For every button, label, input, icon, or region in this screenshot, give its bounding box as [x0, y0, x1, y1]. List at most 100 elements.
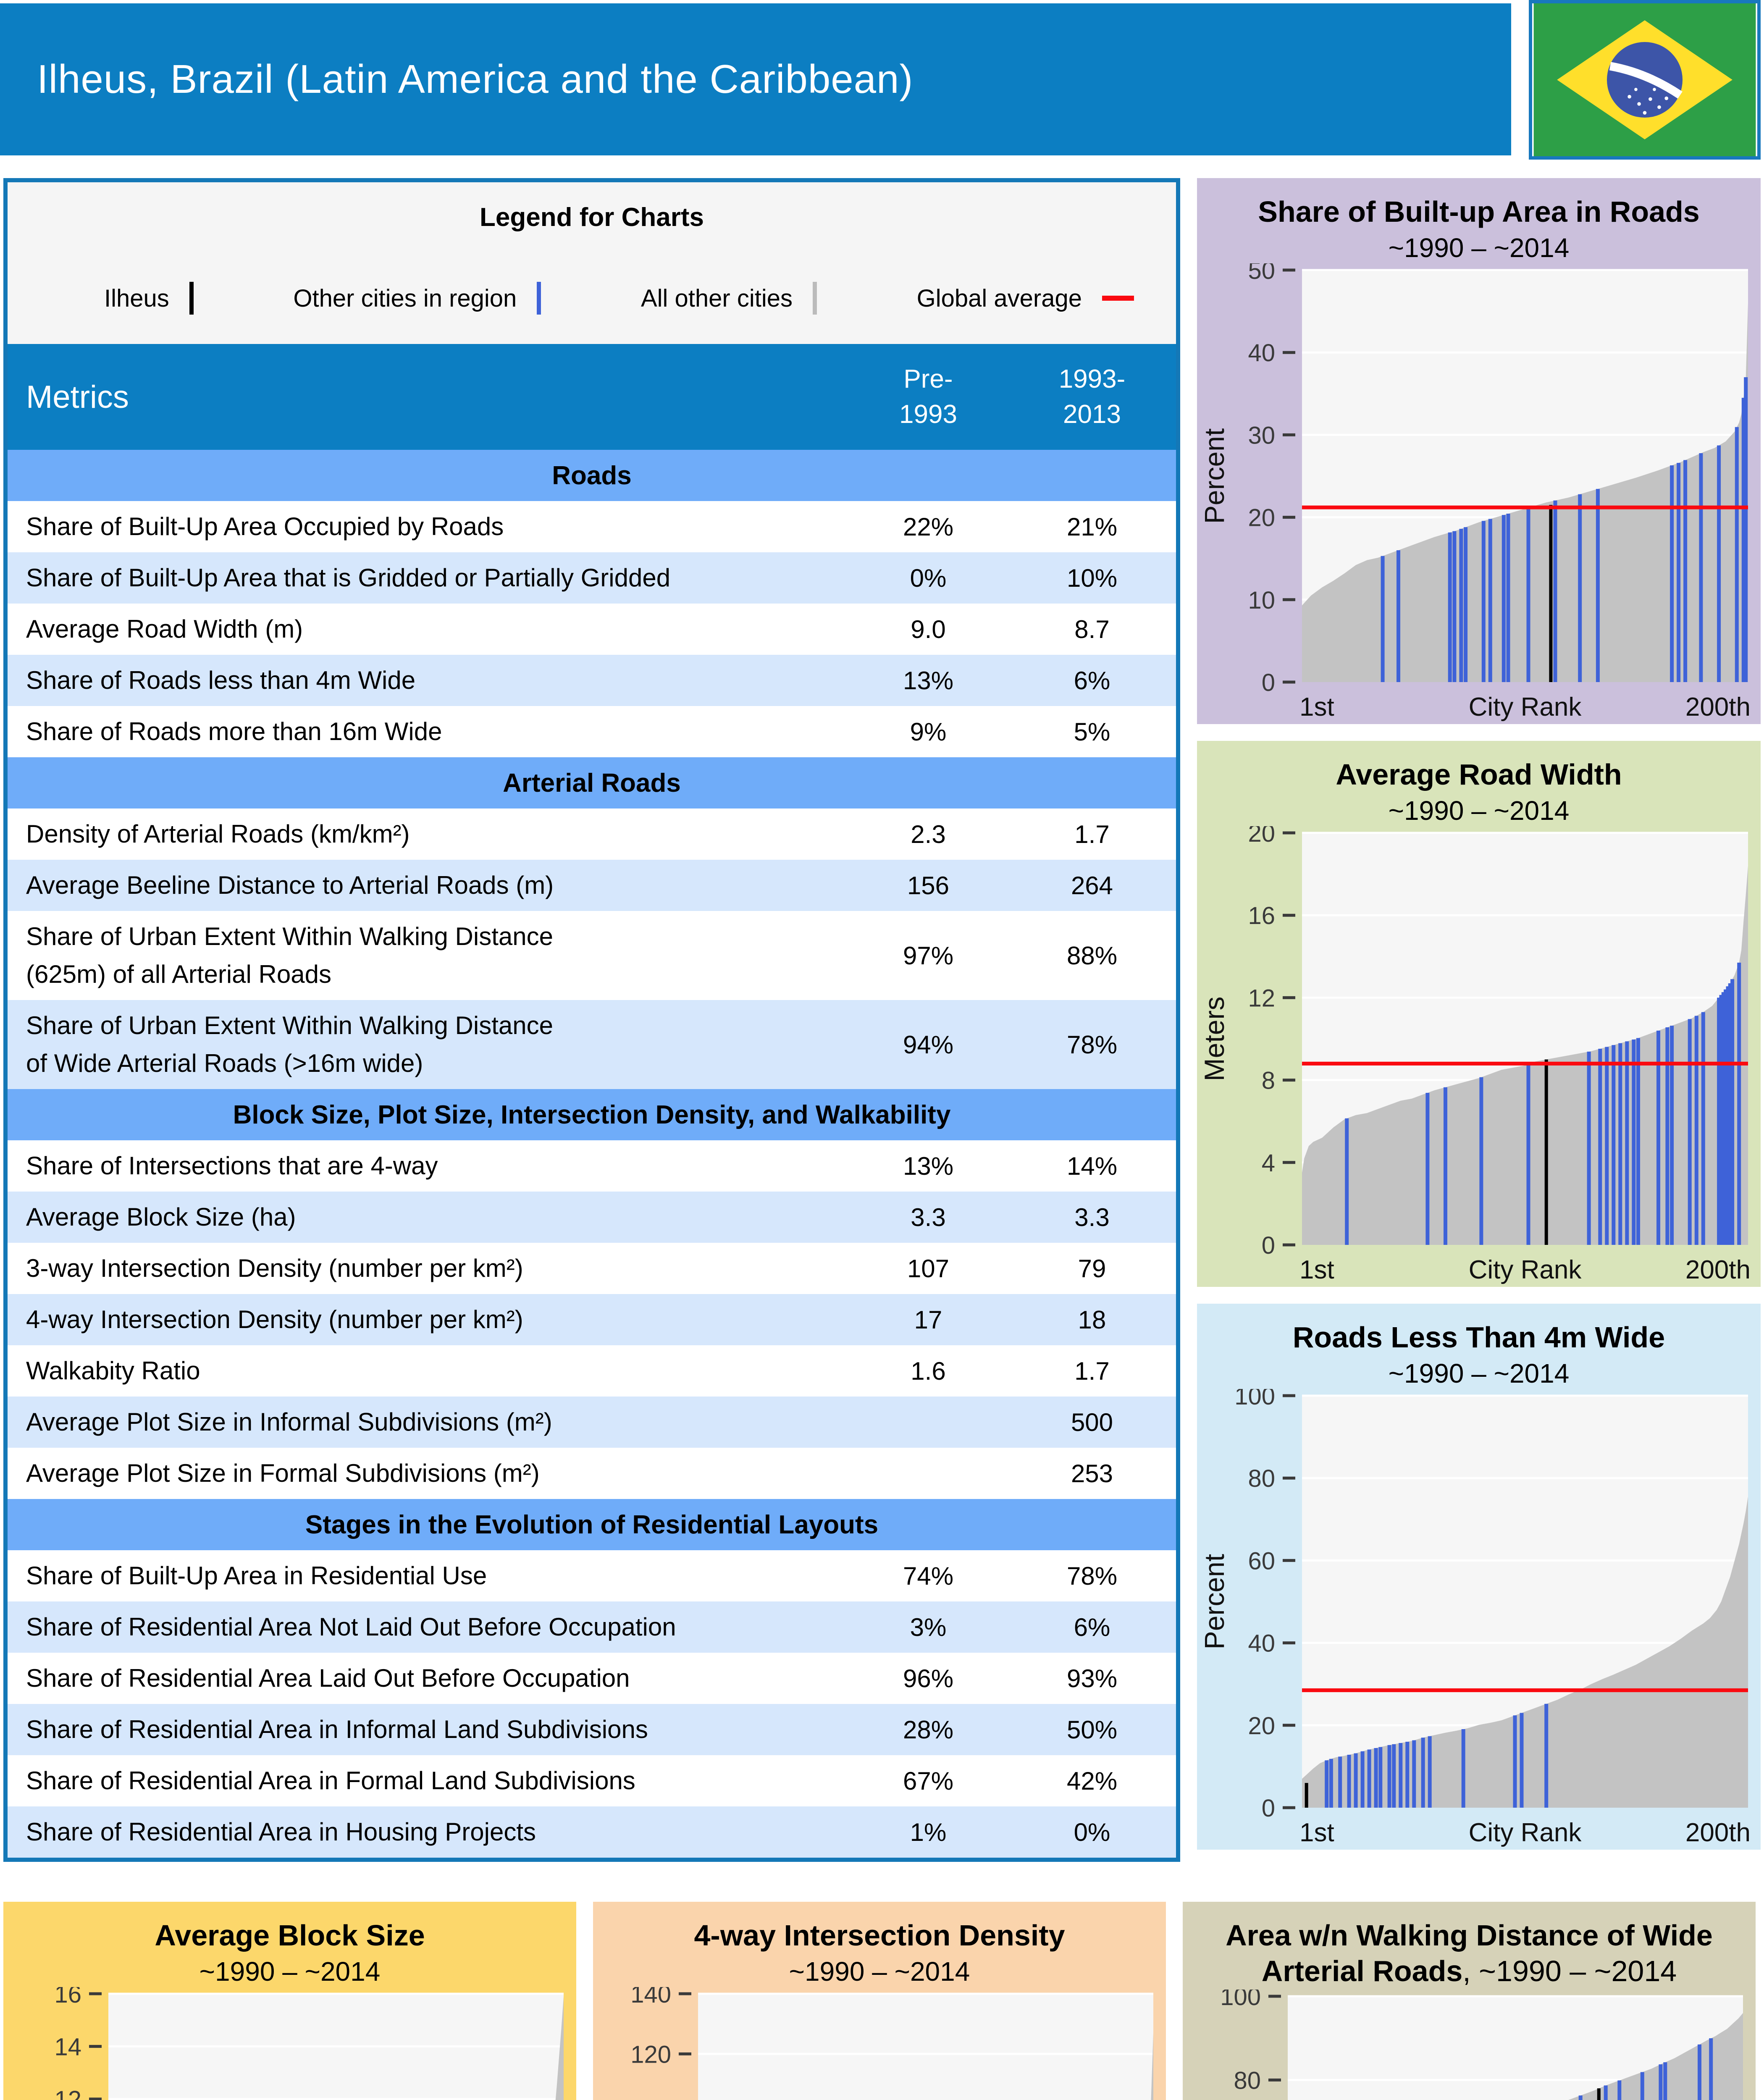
pre-1993-value: 96% — [903, 1664, 954, 1693]
table-row: Share of Roads more than 16m Wide 9% 5% — [8, 706, 1176, 757]
metric-label: Share of Residential Area in Formal Land… — [26, 1767, 635, 1795]
svg-text:40: 40 — [1248, 1630, 1275, 1657]
brazil-flag-image — [1533, 3, 1756, 156]
svg-text:16: 16 — [1248, 903, 1275, 930]
svg-text:50: 50 — [1248, 263, 1275, 284]
pre-1993-value: 9% — [910, 717, 947, 746]
metric-label: 4-way Intersection Density (number per k… — [26, 1305, 523, 1334]
metrics-table: Legend for Charts Ilheus Other cities in… — [3, 178, 1180, 1862]
1993-2013-value: 0% — [1074, 1818, 1110, 1846]
svg-text:40: 40 — [1248, 340, 1275, 367]
svg-text:City Rank: City Rank — [1469, 693, 1582, 722]
svg-text:140: 140 — [630, 1987, 671, 2008]
pre-1993-value: 3.3 — [911, 1203, 946, 1231]
chart-title: Average Road Width — [1336, 758, 1622, 791]
table-header-row: Metrics Pre- 1993 1993- 2013 — [8, 344, 1176, 450]
1993-2013-value: 500 — [1071, 1408, 1113, 1436]
metric-label: Share of Residential Area in Informal La… — [26, 1715, 648, 1743]
metric-label: Walkabity Ratio — [26, 1357, 200, 1385]
svg-text:120: 120 — [630, 2041, 671, 2068]
pre-1993-value: 67% — [903, 1767, 954, 1795]
svg-text:4: 4 — [1262, 1150, 1275, 1177]
1993-2013-value: 93% — [1066, 1664, 1118, 1693]
metric-label: Share of Urban Extent Within Walking Dis… — [26, 922, 553, 988]
chart-subtitle: ~1990 – ~2014 — [789, 1956, 970, 1987]
section-header: Arterial Roads — [8, 757, 1176, 808]
svg-text:16: 16 — [54, 1987, 81, 2008]
metric-label: Share of Intersections that are 4-way — [26, 1152, 438, 1180]
svg-text:1st: 1st — [1299, 1818, 1334, 1847]
metric-label: Share of Built-Up Area in Residential Us… — [26, 1562, 487, 1590]
1993-2013-value: 6% — [1074, 666, 1110, 695]
pre-1993-value: 1% — [910, 1818, 947, 1846]
legend-item-all: All other cities — [641, 282, 817, 315]
1993-2013-value: 18 — [1078, 1305, 1106, 1334]
metric-label: Share of Residential Area in Housing Pro… — [26, 1818, 536, 1846]
table-row: Share of Residential Area in Formal Land… — [8, 1755, 1176, 1806]
chart-share-built-up-area-in-roads: Share of Built-up Area in Roads ~1990 – … — [1197, 178, 1761, 724]
table-row: Average Plot Size in Informal Subdivisio… — [8, 1396, 1176, 1448]
metric-label: Share of Residential Area Laid Out Befor… — [26, 1664, 630, 1692]
chart-subtitle: ~1990 – ~2014 — [1388, 233, 1570, 263]
pre-1993-value: 0% — [910, 564, 947, 592]
metrics-column-header: Metrics — [26, 379, 129, 415]
pre-1993-value: 1.6 — [911, 1357, 946, 1385]
svg-text:30: 30 — [1248, 422, 1275, 449]
svg-text:8: 8 — [1262, 1067, 1275, 1095]
global-average-marker-icon — [1102, 296, 1134, 301]
pre-1993-value: 107 — [907, 1254, 950, 1283]
metrics-table-body: Roads Share of Built-Up Area Occupied by … — [8, 450, 1176, 1858]
page-title: Ilheus, Brazil (Latin America and the Ca… — [37, 57, 914, 102]
metric-label: Average Road Width (m) — [26, 615, 303, 643]
metric-label: Density of Arterial Roads (km/km²) — [26, 820, 410, 848]
legend-item-ilheus: Ilheus — [104, 282, 194, 315]
pre-1993-value: 22% — [903, 512, 954, 541]
pre-1993-value: 13% — [903, 666, 954, 695]
chart-plot-area: 0 10 20 30 40 50 Percent 1st City Rank 200th — [1197, 263, 1761, 724]
table-row: Share of Built-Up Area that is Gridded o… — [8, 552, 1176, 604]
pre-1993-value: 74% — [903, 1562, 954, 1590]
ilheus-marker-icon — [189, 282, 194, 315]
1993-2013-value: 6% — [1074, 1613, 1110, 1641]
table-row: Walkabity Ratio 1.6 1.7 — [8, 1345, 1176, 1396]
svg-text:City Rank: City Rank — [1469, 1818, 1582, 1847]
legend-items: Ilheus Other cities in region All other … — [33, 282, 1151, 315]
chart-roads-less-than-4m-wide: Roads Less Than 4m Wide ~1990 – ~2014 0 2… — [1197, 1304, 1761, 1850]
table-row: Share of Residential Area in Informal La… — [8, 1704, 1176, 1755]
svg-text:20: 20 — [1248, 1712, 1275, 1740]
metric-label: Average Plot Size in Formal Subdivisions… — [26, 1459, 540, 1487]
chart-average-block-size: Average Block Size ~1990 – ~2014 0246810… — [3, 1902, 576, 2100]
svg-text:0: 0 — [1262, 1232, 1275, 1259]
brazil-flag — [1529, 0, 1761, 160]
metric-label: Share of Residential Area Not Laid Out B… — [26, 1613, 676, 1641]
1993-2013-value: 21% — [1066, 512, 1118, 541]
1993-2013-column-header: 1993- 2013 — [1058, 365, 1126, 429]
chart-title: Roads Less Than 4m Wide — [1292, 1321, 1665, 1354]
section-header: Block Size, Plot Size, Intersection Dens… — [8, 1089, 1176, 1140]
pre-1993-value: 2.3 — [911, 820, 946, 848]
metric-label: Share of Urban Extent Within Walking Dis… — [26, 1011, 553, 1077]
chart-subtitle: ~1990 – ~2014 — [199, 1956, 381, 1987]
metric-label: Average Beeline Distance to Arterial Roa… — [26, 871, 554, 899]
section-header: Roads — [8, 450, 1176, 501]
pre-1993-value: 156 — [907, 871, 950, 900]
pre-1993-column-header: Pre- 1993 — [899, 365, 957, 429]
table-row: Share of Residential Area in Housing Pro… — [8, 1806, 1176, 1858]
table-row: Share of Residential Area Not Laid Out B… — [8, 1601, 1176, 1653]
metric-label: Average Plot Size in Informal Subdivisio… — [26, 1408, 552, 1436]
svg-text:100: 100 — [1220, 1990, 1261, 2011]
pre-1993-value: 9.0 — [911, 615, 946, 643]
svg-text:14: 14 — [54, 2034, 81, 2061]
svg-text:12: 12 — [1248, 985, 1275, 1012]
svg-text:Percent: Percent — [1199, 1554, 1230, 1649]
table-row: Share of Intersections that are 4-way 13%… — [8, 1140, 1176, 1192]
table-row: Share of Urban Extent Within Walking Dis… — [8, 1000, 1176, 1089]
pre-1993-value: 94% — [903, 1030, 954, 1059]
region-cities-marker-icon — [537, 282, 541, 315]
legend-item-global: Global average — [917, 284, 1134, 312]
1993-2013-value: 264 — [1071, 871, 1113, 900]
pre-1993-value: 97% — [903, 941, 954, 970]
table-row: Share of Built-Up Area Occupied by Roads… — [8, 501, 1176, 552]
